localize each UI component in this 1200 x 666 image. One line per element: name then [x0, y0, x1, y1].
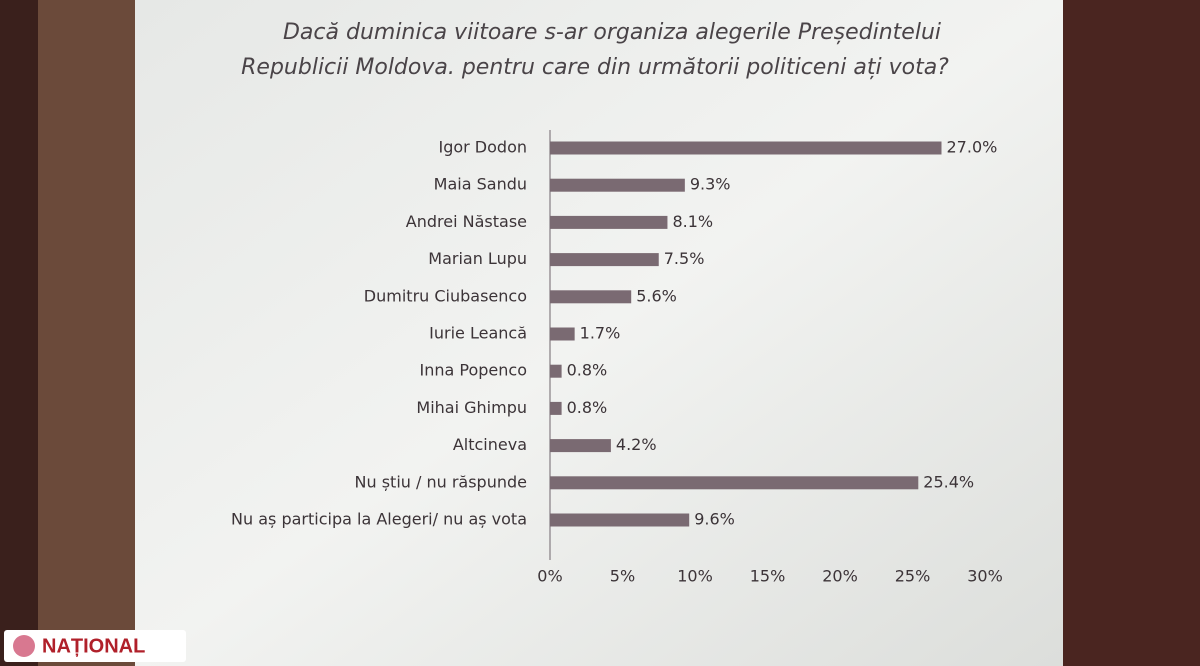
value-label: 7.5%: [664, 249, 705, 268]
y-tick-label: Altcineva: [453, 435, 527, 454]
value-label: 25.4%: [923, 472, 974, 491]
y-tick-label: Dumitru Ciubasenco: [364, 286, 527, 305]
value-label: 1.7%: [580, 324, 621, 343]
y-tick-label: Maia Sandu: [434, 175, 527, 194]
value-label: 0.8%: [567, 361, 608, 380]
x-tick-label: 10%: [677, 567, 713, 586]
bar: [550, 364, 562, 378]
wall-right: [1060, 0, 1200, 666]
y-tick-label: Andrei Năstase: [406, 212, 527, 231]
y-tick-label: Marian Lupu: [428, 249, 527, 268]
y-tick-label: Mihai Ghimpu: [416, 398, 527, 417]
logo-icon: [13, 635, 35, 657]
chart-title: Republicii Moldova. pentru care din urmă…: [241, 55, 949, 80]
value-label: 4.2%: [616, 435, 657, 454]
bar: [550, 476, 919, 490]
bar: [550, 215, 668, 229]
x-tick-label: 20%: [822, 567, 858, 586]
y-tick-label: Nu știu / nu răspunde: [355, 472, 527, 491]
bar: [550, 290, 632, 304]
x-tick-label: 25%: [895, 567, 931, 586]
value-label: 0.8%: [567, 398, 608, 417]
value-label: 9.3%: [690, 175, 731, 194]
bar: [550, 513, 690, 527]
y-tick-label: Igor Dodon: [438, 138, 527, 157]
y-tick-label: Iurie Leancă: [429, 324, 527, 343]
bar: [550, 439, 611, 453]
screen: [135, 0, 1063, 666]
bar: [550, 253, 659, 267]
bar: [550, 401, 562, 415]
bar: [550, 141, 942, 155]
value-label: 27.0%: [947, 138, 998, 157]
chart-title: Dacă duminica viitoare s-ar organiza ale…: [283, 20, 941, 45]
y-tick-label: Nu aș participa la Alegeri/ nu aș vota: [231, 510, 527, 529]
value-label: 9.6%: [694, 510, 735, 529]
wall: [38, 0, 138, 666]
bar: [550, 178, 685, 192]
logo: NAȚIONAL: [42, 635, 145, 657]
x-tick-label: 30%: [967, 567, 1003, 586]
x-tick-label: 5%: [610, 567, 635, 586]
value-label: 8.1%: [672, 212, 713, 231]
bar: [550, 327, 575, 341]
y-tick-label: Inna Popenco: [420, 361, 527, 380]
x-tick-label: 15%: [750, 567, 786, 586]
x-tick-label: 0%: [537, 567, 562, 586]
logo-box: [4, 630, 186, 662]
value-label: 5.6%: [636, 286, 677, 305]
